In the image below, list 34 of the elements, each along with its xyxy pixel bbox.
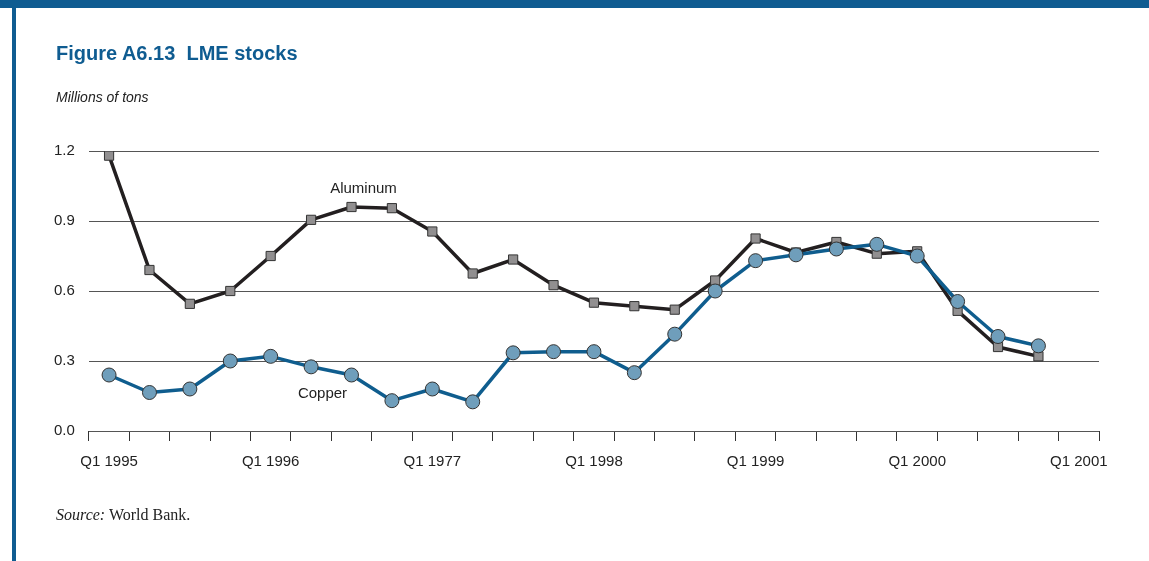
x-tick-label: Q1 2000 <box>888 452 946 470</box>
y-axis-title: Millions of tons <box>56 89 149 105</box>
point <box>508 254 519 265</box>
series-label: Aluminum <box>330 179 397 197</box>
point <box>103 151 115 161</box>
series-label: Copper <box>297 384 348 402</box>
point <box>669 304 680 315</box>
point <box>184 298 195 309</box>
x-tick-label: Q1 2001 <box>1050 452 1108 470</box>
point <box>467 268 478 279</box>
y-tick-label: 0.3 <box>53 351 75 369</box>
point <box>225 285 236 297</box>
y-tick-label: 0.0 <box>53 421 75 439</box>
y-tick-label: 0.6 <box>53 281 75 299</box>
x-tick-label: Q1 1996 <box>241 452 300 470</box>
point <box>306 214 317 225</box>
point <box>386 203 397 214</box>
point <box>588 297 600 308</box>
x-tick-label: Q1 1999 <box>726 452 785 470</box>
x-tick-label: Q1 1995 <box>80 452 138 470</box>
source-note: Source: World Bank. <box>56 506 191 524</box>
point <box>427 226 438 237</box>
point <box>144 264 155 276</box>
x-tick-label: Q1 1977 <box>403 452 462 470</box>
y-tick-label: 1.2 <box>53 141 75 159</box>
x-tick-label: Q1 1998 <box>565 452 623 470</box>
point <box>1033 351 1044 362</box>
chart-title: Figure A6.13 LME stocks <box>56 42 298 65</box>
point <box>750 233 761 244</box>
point <box>548 280 559 291</box>
y-tick-label: 0.9 <box>53 211 75 229</box>
point <box>265 250 276 262</box>
point <box>346 201 357 213</box>
point <box>629 301 640 312</box>
